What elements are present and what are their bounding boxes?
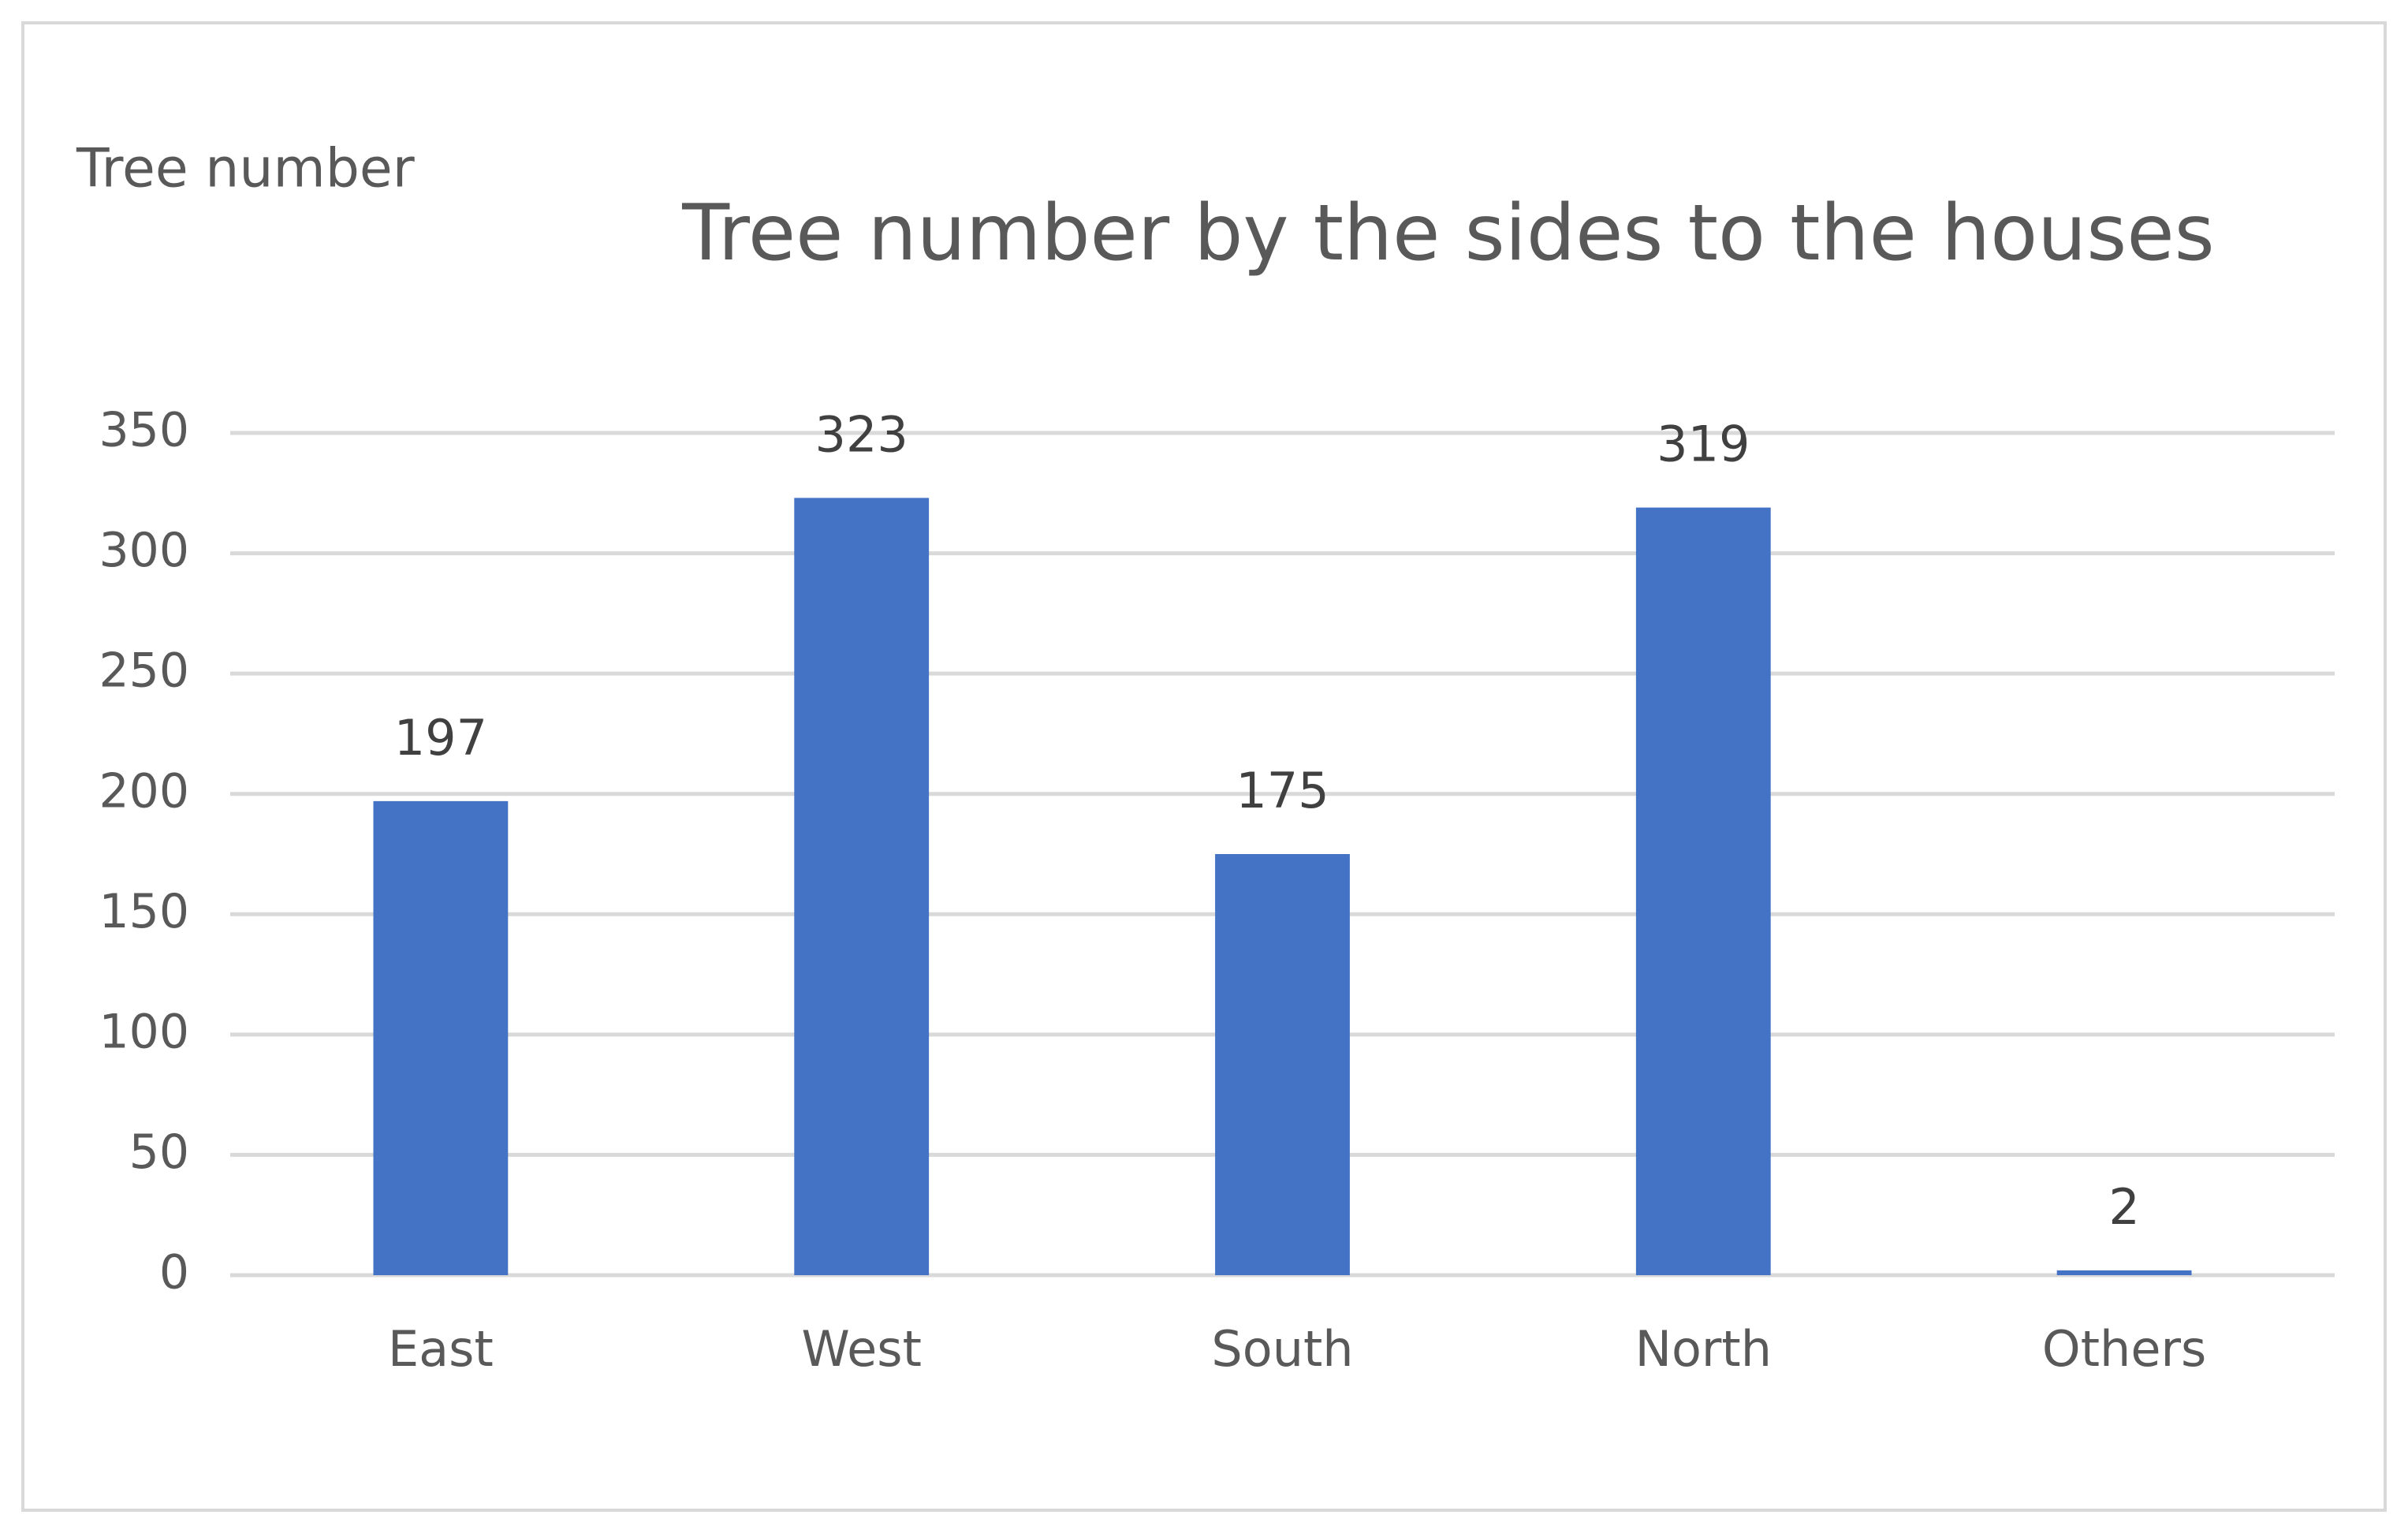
y-tick-label: 250	[99, 644, 189, 699]
data-label: 175	[1236, 762, 1329, 819]
y-tick-label: 150	[99, 884, 189, 939]
bar	[1635, 507, 1771, 1275]
y-tick-label: 0	[159, 1245, 189, 1300]
x-tick-label: Others	[2042, 1320, 2206, 1378]
chart-title: Tree number by the sides to the houses	[681, 188, 2214, 278]
y-tick-label: 350	[99, 403, 189, 458]
y-axis-label: Tree number	[76, 138, 415, 200]
x-tick-label: West	[801, 1320, 921, 1378]
y-tick-label: 200	[99, 763, 189, 819]
data-label: 197	[394, 709, 487, 767]
bar	[373, 800, 509, 1275]
bar	[2056, 1270, 2192, 1275]
x-tick-label: South	[1211, 1320, 1353, 1378]
bar	[1215, 854, 1350, 1275]
y-tick-label: 100	[99, 1004, 189, 1059]
data-label: 319	[1657, 416, 1750, 473]
x-tick-label: East	[388, 1320, 494, 1378]
bar	[794, 498, 930, 1275]
y-tick-label: 300	[99, 523, 189, 578]
y-tick-label: 50	[129, 1125, 189, 1180]
data-label: 323	[815, 405, 908, 463]
data-label: 2	[2108, 1178, 2139, 1236]
x-tick-label: North	[1635, 1320, 1772, 1378]
